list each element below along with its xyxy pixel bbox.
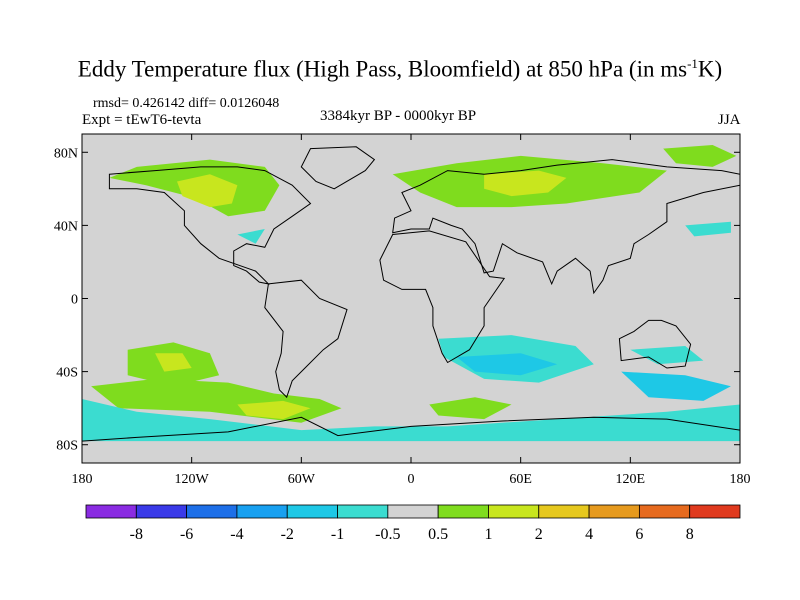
colorbar-label: -2	[281, 526, 294, 543]
colorbar-swatch	[337, 504, 389, 519]
experiment-text: Expt = tEwT6-tevta	[82, 112, 202, 128]
lon-label: 60E	[509, 472, 532, 487]
lon-label: 120W	[175, 472, 210, 487]
colorbar-label: 6	[635, 526, 643, 543]
colorbar-swatch	[437, 504, 489, 519]
colorbar-label: -8	[130, 526, 143, 543]
coastline-eurasia	[392, 159, 740, 295]
lon-label: 180	[72, 472, 93, 487]
lat-label: 0	[71, 293, 78, 308]
colorbar-swatch	[588, 504, 640, 519]
coastline-greenland	[300, 146, 376, 190]
anomaly-region	[237, 229, 265, 244]
title-end: K)	[697, 56, 723, 82]
coastline-layer	[82, 146, 740, 463]
anomaly-region	[621, 371, 731, 401]
anomaly-region	[155, 353, 192, 372]
lat-label: 80S	[56, 439, 78, 454]
anomaly-region	[685, 221, 731, 237]
lon-label: 120E	[616, 472, 646, 487]
colorbar-swatch	[85, 504, 137, 519]
colorbar-swatch	[286, 504, 338, 519]
title-superscript: -1	[687, 56, 698, 71]
colorbar-swatch	[135, 504, 188, 519]
colorbar-label: -1	[331, 526, 344, 543]
period-text: 3384kyr BP - 0000kyr BP	[320, 108, 477, 124]
colorbar-swatch	[387, 504, 439, 519]
lon-label: 60W	[288, 472, 316, 487]
colorbar-swatch	[689, 504, 741, 519]
colorbar-label: -4	[230, 526, 243, 543]
colorbar-swatch	[488, 504, 540, 519]
anomaly-region	[663, 145, 737, 167]
stats-text: rmsd= 0.426142 diff= 0.0126048	[93, 96, 280, 111]
colorbar-swatch	[538, 504, 590, 519]
anomaly-layer	[82, 145, 740, 442]
coastline-north-america	[108, 166, 312, 285]
lat-label: 40S	[56, 366, 78, 381]
lat-label: 80N	[54, 146, 78, 161]
anomaly-region	[429, 397, 512, 420]
coastline-africa	[379, 230, 506, 364]
colorbar-label: -0.5	[375, 526, 400, 543]
coastline-australia	[618, 319, 692, 369]
coastline-antarctica	[82, 416, 740, 463]
anomaly-region	[82, 399, 740, 442]
colorbar: -8 -6 -4 -2 -1 -0.5 0.5 1 2 4 6 8	[85, 504, 741, 543]
lon-label: 180	[730, 472, 751, 487]
season-text: JJA	[718, 112, 741, 128]
chart-title: Eddy Temperature flux (High Pass, Bloomf…	[0, 56, 800, 83]
colorbar-swatch	[638, 504, 691, 519]
axis-ticks: 80N 40N 0 40S 80S 180 120W 60W 0 60E 120E 180	[54, 134, 751, 487]
colorbar-label: 2	[535, 526, 543, 543]
anomaly-region	[177, 174, 238, 208]
colorbar-label: 4	[585, 526, 593, 543]
colorbar-label: 1	[484, 526, 492, 543]
anomaly-region	[630, 346, 704, 365]
anomaly-region	[456, 353, 558, 376]
title-main: Eddy Temperature flux (High Pass, Bloomf…	[77, 56, 688, 82]
anomaly-region	[237, 400, 311, 420]
colorbar-swatch	[186, 504, 238, 519]
coastline-south-america	[264, 279, 348, 399]
colorbar-label: 0.5	[428, 526, 448, 543]
colorbar-label: -6	[180, 526, 193, 543]
anomaly-region	[484, 170, 567, 197]
lat-label: 40N	[54, 219, 78, 234]
colorbar-label: 8	[686, 526, 694, 543]
colorbar-swatch	[236, 504, 288, 519]
lon-label: 0	[408, 472, 415, 487]
